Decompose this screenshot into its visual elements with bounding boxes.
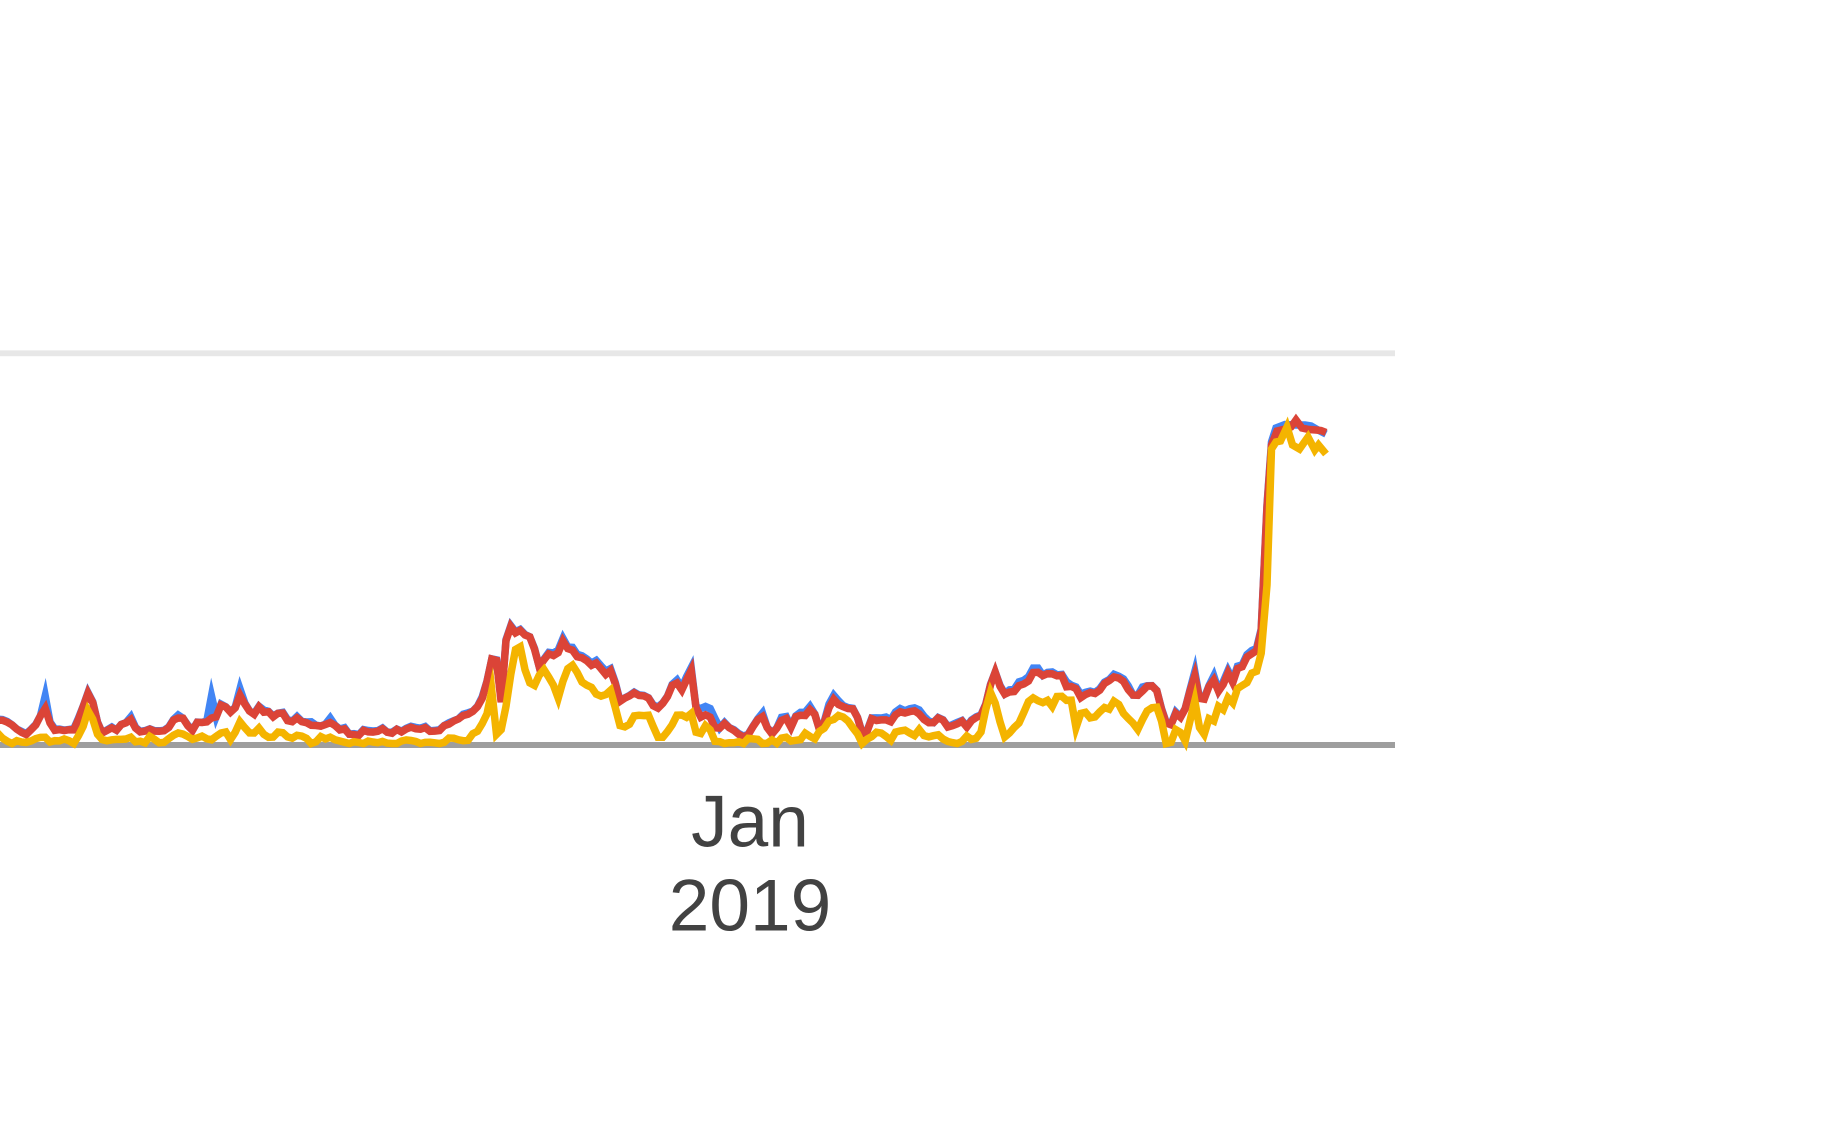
svg-text:Jan: Jan [691, 782, 809, 863]
svg-text:2019: 2019 [669, 866, 831, 947]
